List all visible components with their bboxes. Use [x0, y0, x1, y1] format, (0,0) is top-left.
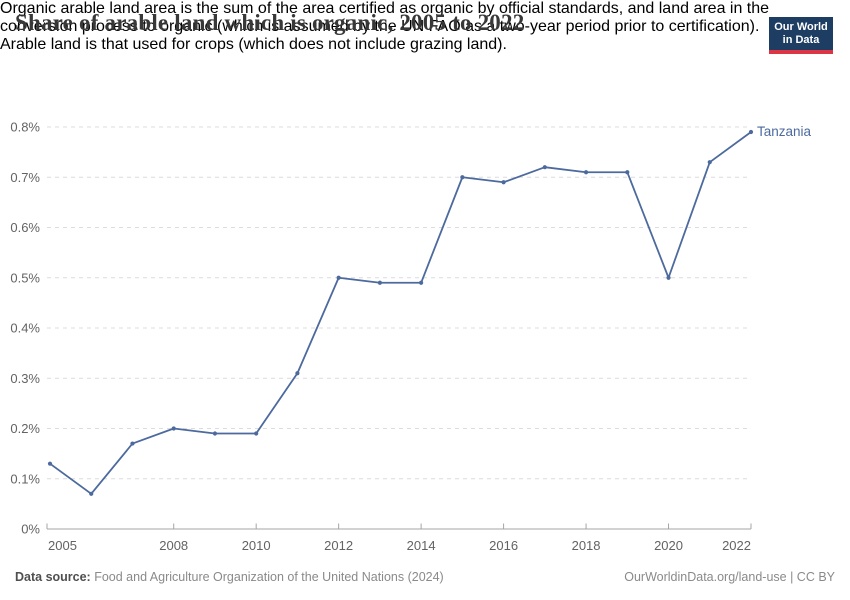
data-point [336, 275, 341, 280]
y-tick-label: 0.8% [10, 120, 40, 135]
y-tick-label: 0.7% [10, 170, 40, 185]
data-point [212, 431, 218, 436]
series-label: Tanzania [757, 124, 812, 139]
data-point [377, 280, 382, 285]
data-point [419, 280, 424, 285]
attribution: OurWorldinData.org/land-use | CC BY [624, 570, 835, 584]
data-point [89, 491, 94, 496]
x-tick-label: 2008 [159, 538, 188, 553]
x-tick-label: 2005 [48, 538, 77, 553]
data-point [666, 275, 671, 280]
data-point [171, 426, 176, 431]
data-point [501, 180, 506, 185]
data-point [460, 175, 465, 180]
y-tick-label: 0.6% [10, 220, 40, 235]
data-source-label: Data source: [15, 570, 91, 584]
data-point [295, 371, 300, 376]
y-tick-label: 0.5% [10, 270, 40, 285]
x-tick-label: 2012 [324, 538, 353, 553]
data-point [254, 431, 259, 436]
data-point [47, 461, 53, 466]
owid-logo-line1: Our World [774, 21, 828, 33]
owid-logo: Our World in Data [769, 17, 833, 54]
x-tick-label: 2018 [572, 538, 601, 553]
y-tick-label: 0.1% [10, 471, 40, 486]
x-tick-label: 2020 [654, 538, 683, 553]
data-point [748, 129, 754, 135]
data-point [542, 165, 547, 170]
y-tick-label: 0.2% [10, 421, 40, 436]
data-point [583, 170, 589, 175]
chart-subtitle-line: Organic arable land area is the sum of t… [0, 0, 770, 17]
chart-subtitle-line: Arable land is that used for crops (whic… [0, 36, 507, 53]
x-tick-label: 2014 [407, 538, 436, 553]
x-tick-label: 2022 [722, 538, 751, 553]
data-source-text: Food and Agriculture Organization of the… [90, 570, 444, 584]
x-tick-label: 2010 [242, 538, 271, 553]
chart-subtitle-line: conversion process to organic (which is … [0, 18, 760, 35]
data-point [625, 170, 630, 175]
data-source: Data source: Food and Agriculture Organi… [15, 570, 444, 584]
y-tick-label: 0% [21, 522, 40, 537]
trend-line [49, 131, 752, 495]
data-point [707, 160, 712, 165]
page-title: Share of arable land which is organic, 2… [15, 10, 525, 35]
chart-footer: Data source: Food and Agriculture Organi… [15, 570, 835, 584]
owid-logo-line2: in Data [782, 34, 820, 46]
x-tick-label: 2016 [489, 538, 518, 553]
y-tick-label: 0.4% [10, 321, 40, 336]
y-tick-label: 0.3% [10, 371, 40, 386]
data-point [130, 441, 135, 446]
line-chart: 0% 0.1% 0.2% 0.3% 0.4% 0.5% 0.6% 0.7% 0.8% 2005 20… [10, 120, 812, 554]
